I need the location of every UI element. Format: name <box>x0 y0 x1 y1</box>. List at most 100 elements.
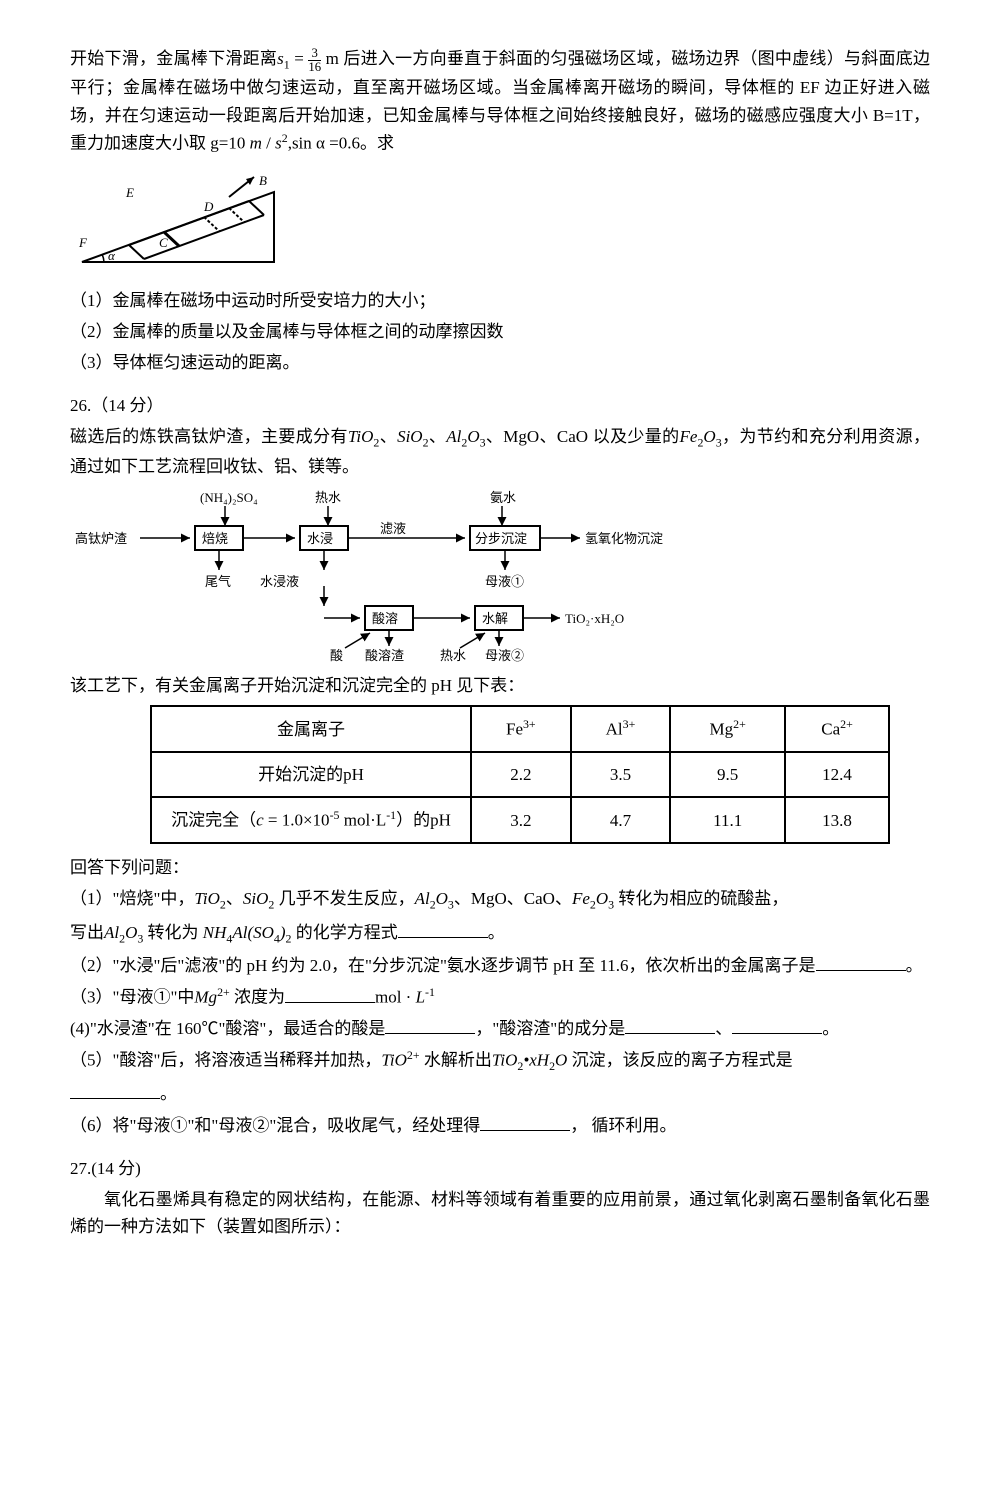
header-ca: Ca2+ <box>785 706 889 752</box>
chem: O <box>596 889 608 908</box>
sup: 2+ <box>407 1048 420 1062</box>
header-mg: Mg2+ <box>670 706 785 752</box>
text: 几乎不发生反应， <box>274 889 414 908</box>
chem: TiO <box>492 1051 518 1070</box>
label-alpha: α <box>108 248 116 263</box>
cell: 9.5 <box>670 752 785 797</box>
text: ,sin α =0.6。求 <box>288 133 394 152</box>
cell: 12.4 <box>785 752 889 797</box>
table-header-row: 金属离子 Fe3+ Al3+ Mg2+ Ca2+ <box>151 706 889 752</box>
chem: Fe <box>572 889 590 908</box>
sym: Al <box>606 720 623 739</box>
text: 写出 <box>70 923 104 942</box>
fc-node1: 焙烧 <box>202 531 228 546</box>
row-label: 沉淀完全（c = 1.0×10-5 mol·L-1）的pH <box>151 797 471 843</box>
text: （1）"焙烧"中， <box>70 889 194 908</box>
blank <box>816 954 906 971</box>
sep: 、 <box>379 427 397 446</box>
answer-2: （2）"水浸"后"滤液"的 pH 约为 2.0，在"分步沉淀"氨水逐步调节 pH… <box>70 952 930 979</box>
sup: 3+ <box>623 717 636 731</box>
sup: -5 <box>330 808 340 822</box>
sym: Ca <box>821 720 840 739</box>
answer-6: （6）将"母液①"和"母液②"混合，吸收尾气，经处理得 ， 循环利用。 <box>70 1112 930 1139</box>
fc-ammonia: 氨水 <box>490 490 516 505</box>
blank <box>70 1082 160 1099</box>
text: 浓度为 <box>230 988 285 1007</box>
text: （3）"母液①"中 <box>70 988 194 1007</box>
chem: Al <box>415 889 430 908</box>
table-row: 沉淀完全（c = 1.0×10-5 mol·L-1）的pH 3.2 4.7 11… <box>151 797 889 843</box>
header-al: Al3+ <box>571 706 671 752</box>
chem: Al(SO <box>232 923 274 942</box>
cell: 3.5 <box>571 752 671 797</box>
table-row: 开始沉淀的pH 2.2 3.5 9.5 12.4 <box>151 752 889 797</box>
row-label: 开始沉淀的pH <box>151 752 471 797</box>
text: 的化学方程式 <box>292 923 398 942</box>
blank <box>732 1017 822 1034</box>
intro-paragraph: 开始下滑，金属棒下滑距离s1 = 316 m 后进入一方向垂直于斜面的匀强磁场区… <box>70 45 930 157</box>
chem: NH <box>203 923 227 942</box>
fc-node5: 水解 <box>482 611 508 626</box>
text: (4)"水浸渣"在 160℃"酸溶"，最适合的酸是 <box>70 1019 385 1038</box>
fc-aq: 水浸液 <box>260 574 299 589</box>
blank <box>398 921 488 938</box>
fc-nh4so4: (NH₄)₂SO₄ <box>200 490 258 505</box>
var-s: s <box>277 49 284 68</box>
blank <box>480 1114 570 1131</box>
period: 。 <box>488 923 505 942</box>
chem: Al <box>104 923 119 942</box>
fc-mother2: 母液② <box>485 648 524 663</box>
slash: / <box>262 133 275 152</box>
blank <box>385 1017 475 1034</box>
problem-26-body: 磁选后的炼铁高钛炉渣，主要成分有TiO2、SiO2、Al2O3、MgO、CaO … <box>70 423 930 480</box>
answer-heading: 回答下列问题： <box>70 854 930 881</box>
answer-3: （3）"母液①"中Mg2+ 浓度为mol · L-1 <box>70 983 930 1011</box>
text: 以及少量的 <box>588 427 679 446</box>
problem-27-heading: 27.(14 分) <box>70 1155 930 1182</box>
fc-node3: 分步沉淀 <box>475 531 527 546</box>
question-3: （3）导体框匀速运动的距离。 <box>70 349 930 376</box>
blank <box>285 986 375 1003</box>
text: 转化为相应的硫酸盐， <box>614 889 788 908</box>
chem: Fe <box>680 427 698 446</box>
sep: 、 <box>429 427 447 446</box>
answer-4: (4)"水浸渣"在 160℃"酸溶"，最适合的酸是，"酸溶渣"的成分是、。 <box>70 1015 930 1042</box>
sup: 3+ <box>523 717 536 731</box>
chem: O <box>555 1051 567 1070</box>
sup: -1 <box>425 985 435 999</box>
period: 。 <box>160 1084 177 1103</box>
problem-27-body: 氧化石墨烯具有稳定的网状结构，在能源、材料等领域有着重要的应用前景，通过氧化剥离… <box>70 1186 930 1240</box>
fc-filtrate: 滤液 <box>380 521 406 536</box>
period: 。 <box>822 1019 839 1038</box>
fc-mother1: 母液① <box>485 574 524 589</box>
chem: Al <box>446 427 461 446</box>
fc-node4: 酸溶 <box>372 611 398 626</box>
sup: 2+ <box>733 717 746 731</box>
text: = 1.0×10 <box>264 811 330 830</box>
text: （5）"酸溶"后，将溶液适当稀释并加热， <box>70 1051 381 1070</box>
fraction: 316 <box>308 47 321 74</box>
ph-table: 金属离子 Fe3+ Al3+ Mg2+ Ca2+ 开始沉淀的pH 2.2 3.5… <box>150 705 890 844</box>
chem: O <box>467 427 479 446</box>
unit: mol · <box>375 988 416 1007</box>
chem: SiO <box>243 889 269 908</box>
label-C: C <box>159 235 168 250</box>
text: ）的pH <box>396 811 451 830</box>
header-ion: 金属离子 <box>151 706 471 752</box>
text: ， 循环利用。 <box>570 1116 676 1135</box>
text: ，"酸溶渣"的成分是 <box>475 1019 625 1038</box>
chem: CaO <box>557 427 588 446</box>
cell: 11.1 <box>670 797 785 843</box>
fc-tail: 尾气 <box>205 574 231 589</box>
text: mol·L <box>339 811 386 830</box>
problem-26-heading: 26.（14 分） <box>70 392 930 419</box>
table-intro: 该工艺下，有关金属离子开始沉淀和沉淀完全的 pH 见下表： <box>70 672 930 699</box>
question-1: （1）金属棒在磁场中运动时所受安培力的大小； <box>70 287 930 314</box>
chem: MgO <box>503 427 539 446</box>
cell: 13.8 <box>785 797 889 843</box>
chem: O <box>703 427 715 446</box>
blank <box>625 1017 715 1034</box>
text: （6）将"母液①"和"母液②"混合，吸收尾气，经处理得 <box>70 1116 480 1135</box>
eq: = <box>290 49 309 68</box>
text: 水解析出 <box>420 1051 492 1070</box>
